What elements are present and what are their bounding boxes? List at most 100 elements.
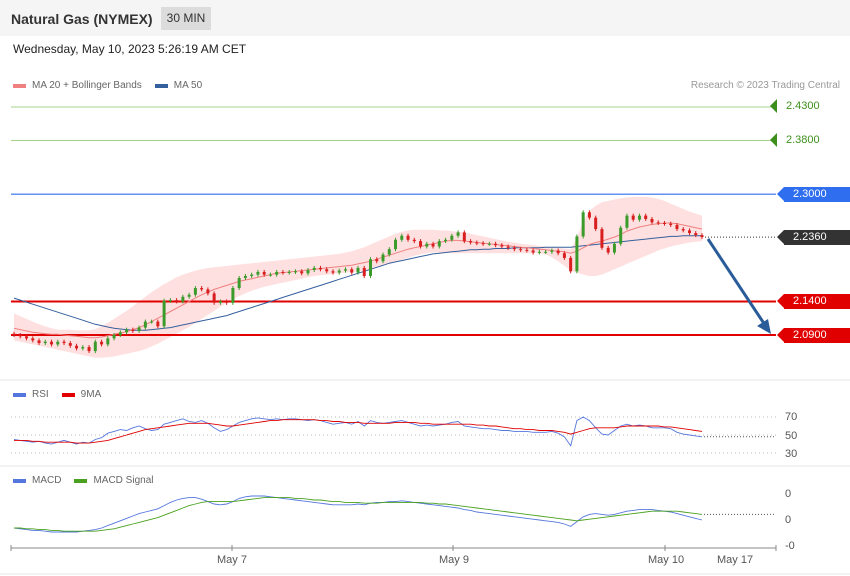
legend-item-ma20: MA 20 + Bollinger Bands: [13, 80, 142, 91]
candle-body: [131, 329, 135, 331]
candle-body: [87, 347, 91, 352]
candle-body: [550, 250, 554, 252]
target-tag-2: 2.3800: [770, 133, 848, 148]
macd-legend: MACD MACD Signal: [13, 475, 166, 486]
legend-item-ma50: MA 50: [154, 80, 203, 91]
candle-body: [362, 267, 366, 276]
candle-body: [625, 215, 629, 228]
candle-body: [575, 236, 579, 272]
candle-body: [275, 271, 279, 275]
candle-body: [612, 243, 616, 253]
candle-body: [562, 253, 566, 258]
candle-body: [62, 341, 66, 344]
candle-body: [431, 243, 435, 247]
candle-body: [93, 341, 97, 352]
forecast-arrow-head: [757, 319, 771, 334]
candle-body: [31, 338, 35, 341]
candle-body: [225, 301, 229, 303]
legend-label-rsi-ma: 9MA: [80, 389, 102, 400]
candle-body: [544, 251, 548, 253]
candle-body: [206, 289, 210, 294]
candle-body: [337, 270, 341, 273]
candle-body: [237, 278, 241, 289]
candle-body: [419, 241, 423, 247]
candle-body: [400, 235, 404, 240]
candle-body: [506, 246, 510, 248]
candle-body: [462, 232, 466, 242]
forecast-arrow: [706, 238, 767, 326]
bollinger-band-area: [14, 196, 702, 358]
legend-label-macd-signal: MACD Signal: [93, 475, 154, 486]
candle-body: [112, 335, 116, 339]
legend-item-rsi: RSI: [13, 389, 49, 400]
candle-body: [100, 341, 104, 345]
candle-body: [700, 235, 704, 238]
candle-body: [75, 345, 79, 349]
candle-body: [375, 259, 379, 262]
support-tag-2: 2.0900: [777, 328, 850, 343]
candle-body: [500, 245, 504, 247]
candle-body: [456, 232, 460, 236]
candle-body: [531, 250, 535, 253]
candle-body: [519, 249, 523, 251]
candle-body: [650, 218, 654, 223]
legend-swatch-macd: [13, 478, 26, 483]
candle-body: [118, 332, 122, 335]
candle-body: [18, 335, 22, 337]
candle-body: [669, 223, 673, 226]
candle-body: [106, 338, 110, 345]
candle-body: [212, 293, 216, 303]
candle-body: [150, 321, 154, 323]
candle-body: [231, 288, 235, 303]
candle-body: [250, 274, 254, 276]
candle-body: [387, 249, 391, 255]
chart-datetime: Wednesday, May 10, 2023 5:26:19 AM CET: [13, 42, 247, 56]
timeframe-badge[interactable]: 30 MIN: [161, 7, 211, 30]
target-tag-1: 2.4300: [770, 99, 848, 114]
legend-label-macd: MACD: [32, 475, 62, 486]
legend-label-ma50: MA 50: [173, 80, 203, 91]
candle-body: [469, 241, 473, 243]
macd-line: [13, 495, 703, 533]
candle-body: [143, 321, 147, 328]
macd-tick-zero: 0: [785, 514, 792, 526]
macd-signal-line: [14, 497, 703, 532]
candle-body: [644, 215, 648, 219]
legend-swatch-ma50: [154, 83, 168, 88]
macd-tick-upper: 0: [785, 488, 792, 500]
candle-body: [587, 212, 591, 218]
rsi-tick-50: 50: [785, 430, 798, 442]
x-label-may17: May 17: [717, 554, 754, 566]
candle-body: [619, 227, 623, 244]
candle-body: [243, 275, 247, 278]
resistance-tag: 2.3000: [777, 187, 850, 202]
candle-body: [125, 329, 129, 333]
candle-body: [81, 347, 85, 349]
candle-body: [262, 271, 266, 275]
candle-body: [193, 288, 197, 295]
candle-body: [481, 243, 485, 245]
legend-label-rsi: RSI: [32, 389, 49, 400]
candle-body: [406, 235, 410, 240]
candle-body: [12, 333, 16, 335]
candle-body: [343, 269, 347, 271]
legend-label-ma20: MA 20 + Bollinger Bands: [32, 80, 142, 91]
last-price-tag: 2.2360: [777, 230, 850, 245]
research-credit: Research © 2023 Trading Central: [690, 80, 840, 91]
candle-body: [525, 249, 529, 251]
candle-body: [356, 267, 360, 273]
rsi-ma-line: [14, 419, 703, 444]
legend-swatch-rsi-ma: [61, 392, 75, 397]
candle-body: [50, 341, 54, 345]
legend-swatch-ma20: [13, 83, 26, 88]
candle-body: [331, 271, 335, 273]
candle-body: [662, 223, 666, 225]
candle-body: [293, 271, 297, 273]
candle-body: [681, 229, 685, 231]
candle-body: [631, 215, 635, 220]
candle-body: [369, 259, 373, 276]
candle-body: [268, 274, 272, 276]
rsi-tick-70: 70: [785, 411, 798, 423]
candle-body: [287, 271, 291, 273]
